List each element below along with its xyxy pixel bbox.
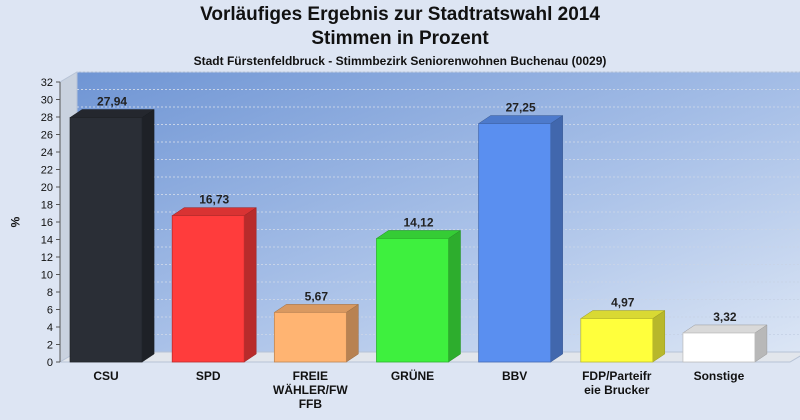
- bar-value-label: 16,73: [199, 193, 229, 207]
- x-tick-label: CSU: [93, 369, 118, 383]
- x-tick-label: Sonstige: [694, 369, 745, 383]
- bar-top: [273, 304, 360, 313]
- x-tick-label: BBV: [502, 369, 527, 383]
- y-tick-label: 12: [41, 252, 53, 264]
- y-tick-label: 14: [41, 235, 53, 247]
- chart-subtitle: Stadt Fürstenfeldbruck - Stimmbezirk Sen…: [193, 54, 607, 68]
- bar-side: [346, 303, 359, 363]
- bar-side: [550, 115, 563, 363]
- bar-top: [477, 115, 564, 124]
- y-tick-label: 20: [41, 182, 53, 194]
- bar-csu: [69, 117, 143, 363]
- bar-top: [69, 109, 155, 118]
- bar-side: [652, 310, 666, 363]
- bar-spd: [171, 215, 245, 363]
- bar-value-label: 4,97: [611, 296, 635, 310]
- bar-fdp-parteifreie-brucker: [580, 318, 654, 363]
- y-tick-label: 2: [47, 340, 53, 352]
- bar-value-label: 5,67: [305, 289, 329, 303]
- x-tick-label: FFB: [299, 397, 323, 411]
- bar-grüne: [376, 238, 449, 363]
- x-tick-label: FREIE: [293, 369, 328, 383]
- bar-side: [448, 229, 461, 363]
- bar-top: [171, 207, 258, 216]
- bar-value-label: 14,12: [403, 215, 433, 229]
- y-tick-label: 32: [41, 77, 53, 89]
- y-tick-label: 6: [47, 305, 53, 317]
- bar-side: [141, 109, 155, 363]
- y-tick-label: 4: [47, 322, 53, 334]
- y-tick-label: 28: [41, 112, 53, 124]
- bar-value-label: 3,32: [713, 310, 737, 324]
- y-tick-label: 26: [41, 130, 53, 142]
- x-tick-label: SPD: [196, 369, 221, 383]
- bar-bbv: [478, 123, 552, 363]
- y-tick-label: 10: [41, 270, 53, 282]
- bar-sonstige: [682, 332, 756, 363]
- bar-value-label: 27,25: [506, 101, 536, 115]
- y-tick-label: 0: [47, 357, 53, 369]
- x-tick-label: eie Brucker: [584, 383, 650, 397]
- x-tick-label: WÄHLER/FW: [273, 382, 348, 397]
- y-tick-label: 24: [41, 147, 53, 159]
- y-tick-label: 22: [41, 165, 53, 177]
- bar-side: [243, 207, 257, 363]
- bar-top: [375, 230, 462, 239]
- bar-top: [579, 310, 666, 319]
- chart-title: Vorläufiges Ergebnis zur Stadtratswahl 2…: [200, 4, 600, 25]
- y-tick-label: 18: [41, 200, 53, 212]
- bar-top: [682, 324, 768, 334]
- x-tick-label: GRÜNE: [391, 368, 434, 383]
- chart-title-line2: Stimmen in Prozent: [311, 28, 489, 49]
- y-tick-label: 16: [41, 217, 53, 229]
- bar-value-label: 27,94: [97, 95, 127, 109]
- y-tick-label: 8: [47, 287, 53, 299]
- bar-freie-wähler-fw-ffb: [273, 311, 347, 363]
- x-tick-label: FDP/Parteifr: [582, 369, 652, 383]
- y-tick-label: 30: [41, 95, 53, 107]
